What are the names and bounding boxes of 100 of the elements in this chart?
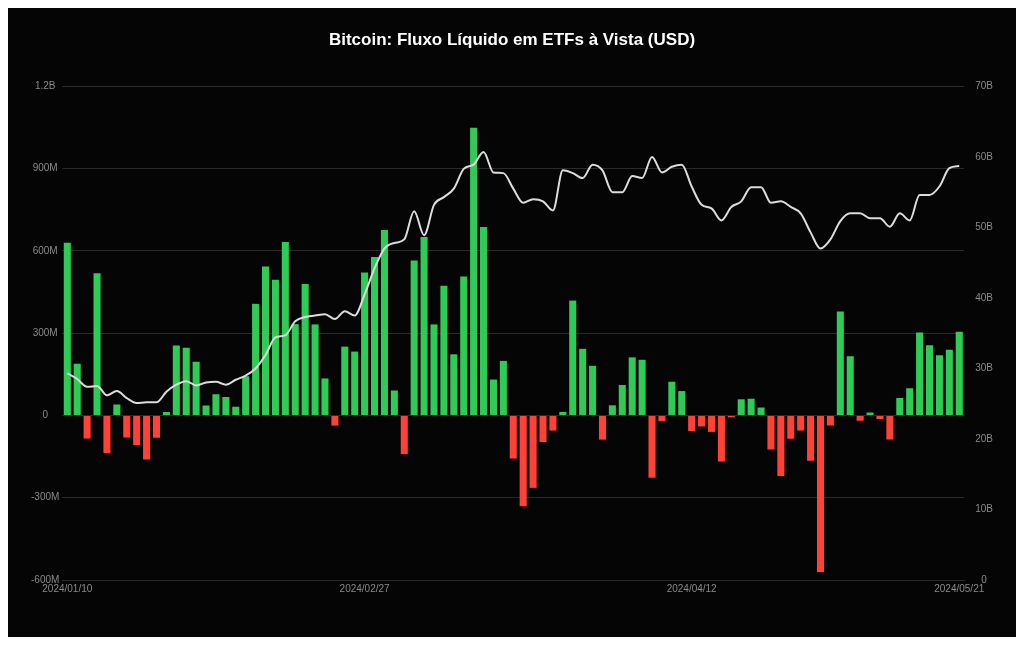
bar xyxy=(133,415,141,446)
bar xyxy=(717,415,725,462)
x-tick-label: 2024/01/10 xyxy=(42,582,93,594)
bar xyxy=(787,415,795,439)
bar xyxy=(598,415,606,440)
bar xyxy=(678,391,686,415)
bar xyxy=(579,348,587,415)
bar xyxy=(896,397,904,415)
y-tick-label: 900M xyxy=(32,162,58,174)
bar xyxy=(440,285,448,415)
bar xyxy=(866,412,874,415)
bar xyxy=(232,406,240,415)
bar xyxy=(371,256,379,415)
bar xyxy=(380,230,388,415)
bar xyxy=(143,415,151,460)
bar xyxy=(271,279,279,415)
bar xyxy=(658,415,666,422)
bar xyxy=(589,365,597,415)
x-tick-label: 2024/04/12 xyxy=(666,582,718,594)
bar xyxy=(113,404,121,415)
bar xyxy=(460,276,468,415)
bar xyxy=(242,376,250,415)
bar xyxy=(688,415,696,432)
bar xyxy=(935,355,943,415)
bar xyxy=(123,415,131,438)
bar xyxy=(222,397,230,415)
bar xyxy=(311,324,319,415)
bar xyxy=(569,300,577,415)
bar xyxy=(519,415,527,507)
bar xyxy=(103,415,111,454)
bar xyxy=(291,324,299,415)
bar xyxy=(281,241,289,415)
bar xyxy=(351,351,359,415)
bar xyxy=(737,399,745,415)
bar xyxy=(638,359,646,415)
y2-tick-label: 70B xyxy=(975,80,994,92)
bar xyxy=(618,385,626,415)
y2-tick-label: 30B xyxy=(975,362,994,374)
bar xyxy=(767,415,775,450)
bar xyxy=(489,379,497,415)
bar xyxy=(836,311,844,415)
x-tick-label: 2024/05/21 xyxy=(934,582,985,594)
bar xyxy=(341,346,349,415)
bar xyxy=(182,347,190,415)
bar xyxy=(93,273,101,415)
bar xyxy=(400,415,408,455)
bar xyxy=(826,415,834,426)
y2-tick-label: 40B xyxy=(975,291,994,303)
bar xyxy=(63,242,71,415)
bar xyxy=(450,354,458,415)
bar xyxy=(252,303,260,415)
bar xyxy=(172,345,180,415)
y-tick-label: 1.2B xyxy=(34,80,56,92)
bar xyxy=(410,260,418,415)
line-series xyxy=(66,150,961,405)
bar xyxy=(529,415,537,488)
y-tick-label: 0 xyxy=(42,409,49,421)
bar xyxy=(886,415,894,440)
bar xyxy=(925,345,934,415)
bar xyxy=(955,331,963,415)
y-tick-label: -300M xyxy=(30,491,60,503)
bar xyxy=(707,415,716,432)
bar xyxy=(470,127,478,415)
bar xyxy=(509,415,517,459)
bar xyxy=(628,357,636,415)
bar xyxy=(906,388,914,415)
bar xyxy=(202,405,210,415)
bar xyxy=(945,349,953,415)
bar xyxy=(480,227,488,415)
bar xyxy=(390,390,398,415)
bar xyxy=(876,415,884,420)
bar xyxy=(816,415,825,573)
bar xyxy=(152,415,161,438)
y2-tick-label: 60B xyxy=(975,150,994,162)
bar xyxy=(162,411,170,415)
y2-tick-label: 50B xyxy=(975,221,994,233)
bar xyxy=(420,236,428,415)
y-tick-label: 600M xyxy=(32,244,58,256)
bar xyxy=(698,415,706,427)
bar xyxy=(648,415,656,478)
y2-tick-label: 20B xyxy=(975,432,994,444)
y2-tick-label: 0 xyxy=(981,573,988,585)
y-tick-label: -600M xyxy=(30,573,60,585)
bar xyxy=(212,394,220,415)
y2-tick-label: 10B xyxy=(975,503,994,515)
bar xyxy=(301,284,309,415)
bar xyxy=(331,415,339,426)
bar xyxy=(797,415,805,431)
bar xyxy=(539,415,547,443)
bar xyxy=(261,266,270,415)
bar xyxy=(361,272,369,415)
bar xyxy=(321,378,329,415)
x-tick-label: 2024/02/27 xyxy=(339,582,391,594)
bar xyxy=(856,415,864,421)
bar xyxy=(757,407,765,415)
bar xyxy=(549,415,557,431)
bar xyxy=(559,411,567,415)
y-tick-label: 300M xyxy=(32,326,58,338)
bar xyxy=(846,356,854,415)
bar xyxy=(499,360,507,415)
